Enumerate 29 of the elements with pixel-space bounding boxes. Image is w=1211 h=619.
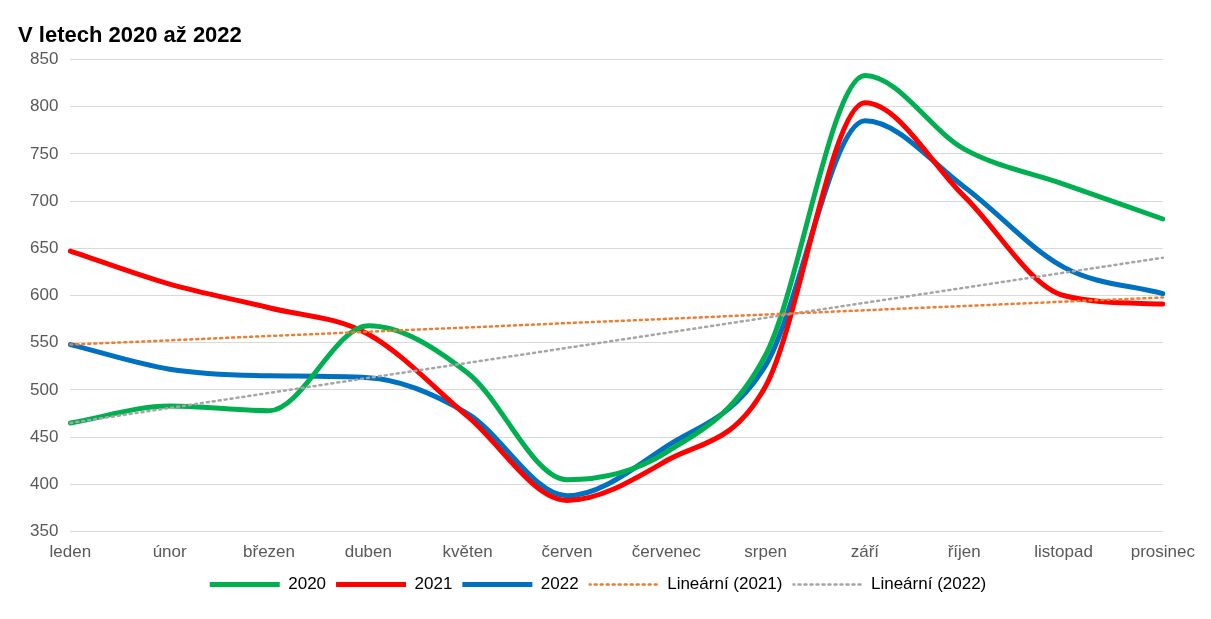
x-tick-label: únor <box>152 542 188 562</box>
y-tick-label: 350 <box>29 521 59 541</box>
x-tick-label: duben <box>344 542 392 562</box>
x-tick-label: leden <box>49 542 92 562</box>
x-tick-label: srpen <box>744 542 787 562</box>
legend-label: 2020 <box>288 574 327 594</box>
x-tick-label: květen <box>442 542 493 562</box>
legend-label: 2022 <box>540 574 579 594</box>
legend-label: Lineární (2021) <box>667 574 783 594</box>
y-tick-label: 850 <box>29 49 59 69</box>
x-tick-label: březen <box>243 542 295 562</box>
y-tick-label: 800 <box>29 96 59 116</box>
y-tick-label: 600 <box>29 285 59 305</box>
y-tick-label: 550 <box>29 332 59 352</box>
x-tick-label: červenec <box>631 542 702 562</box>
x-tick-label: listopad <box>1034 542 1093 562</box>
chart-title: V letech 2020 až 2022 <box>18 22 242 48</box>
y-tick-label: 450 <box>29 426 59 446</box>
y-tick-label: 750 <box>29 143 59 163</box>
y-tick-label: 400 <box>29 474 59 494</box>
x-tick-label: říjen <box>947 542 981 562</box>
x-tick-label: červen <box>541 542 593 562</box>
legend-label: 2021 <box>414 574 453 594</box>
x-tick-label: prosinec <box>1130 542 1196 562</box>
x-tick-label: září <box>850 542 880 562</box>
y-tick-label: 500 <box>29 379 59 399</box>
y-tick-label: 700 <box>29 190 59 210</box>
legend-label: Lineární (2022) <box>870 574 987 594</box>
y-tick-label: 650 <box>29 237 59 257</box>
